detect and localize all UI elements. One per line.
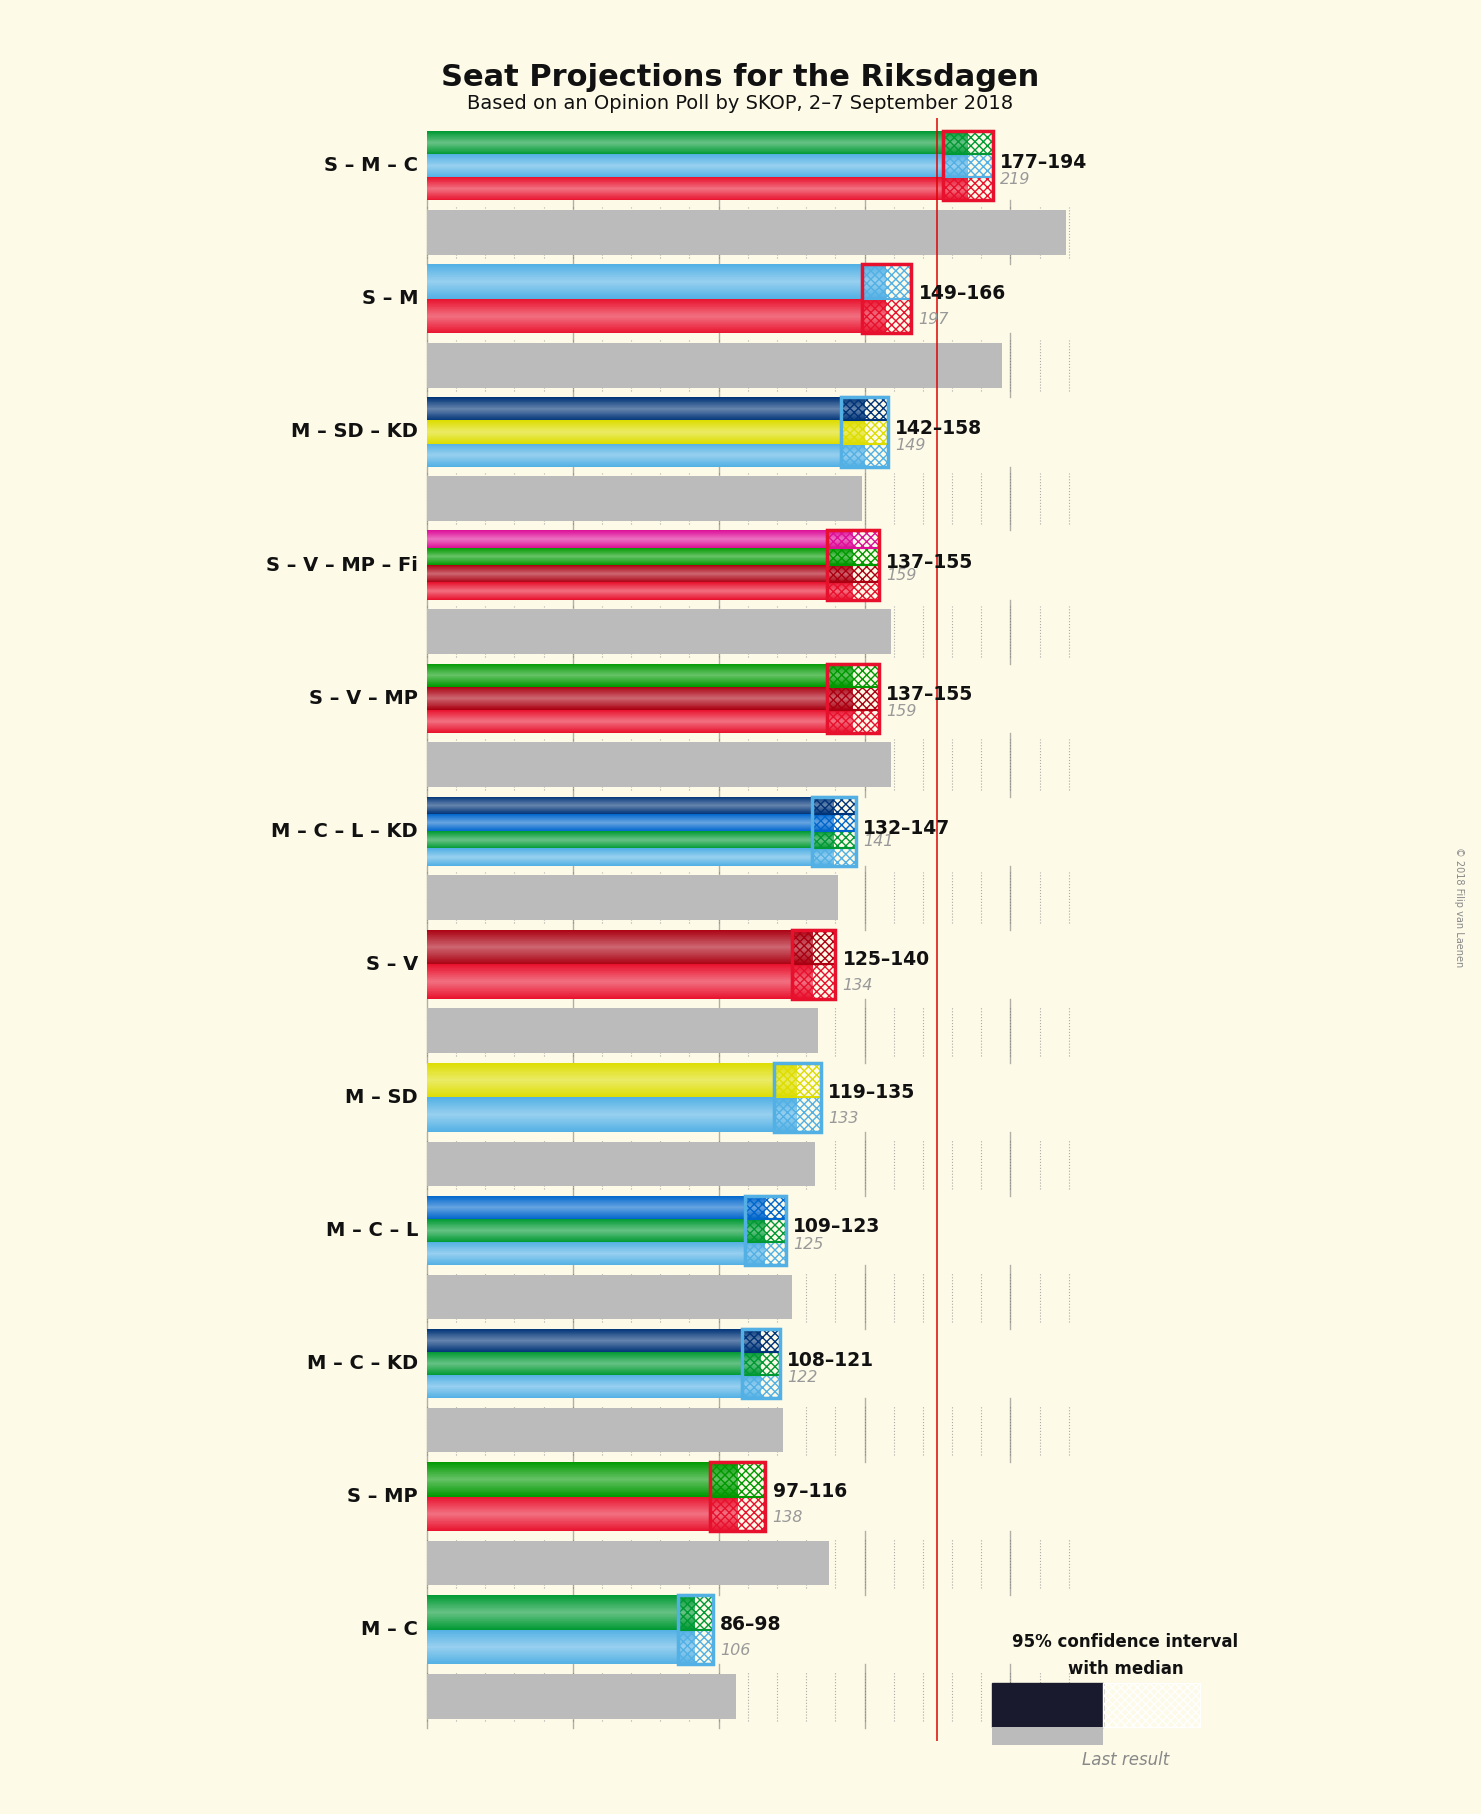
Bar	[709, 1462, 766, 1531]
Bar	[812, 796, 856, 814]
Bar	[678, 1595, 712, 1629]
Bar	[826, 530, 880, 600]
Bar	[826, 530, 880, 548]
Text: 125–140: 125–140	[843, 949, 930, 969]
Bar	[427, 1141, 815, 1186]
Text: 109–123: 109–123	[792, 1217, 880, 1237]
Text: 219: 219	[1000, 172, 1031, 187]
Bar	[826, 582, 880, 600]
Text: 197: 197	[918, 312, 949, 327]
Bar	[826, 548, 880, 564]
Text: 106: 106	[720, 1643, 751, 1658]
Text: 133: 133	[828, 1110, 859, 1126]
Text: 134: 134	[843, 978, 872, 992]
Text: 86–98: 86–98	[720, 1614, 782, 1634]
Bar	[427, 742, 890, 787]
Bar	[826, 664, 880, 733]
Text: Last result: Last result	[1083, 1751, 1169, 1769]
Bar	[678, 1595, 712, 1663]
Bar	[812, 796, 856, 865]
Text: 119–135: 119–135	[828, 1083, 915, 1101]
Bar	[427, 475, 862, 521]
Text: S – MP: S – MP	[348, 1487, 418, 1506]
Bar	[427, 876, 838, 920]
Bar	[745, 1195, 786, 1264]
Text: S – M: S – M	[361, 290, 418, 308]
Bar	[943, 131, 992, 200]
Bar	[791, 929, 835, 1000]
Bar	[826, 709, 880, 733]
Bar	[427, 610, 890, 653]
Text: S – V – MP: S – V – MP	[310, 689, 418, 707]
Text: 177–194: 177–194	[1000, 152, 1087, 172]
Bar	[841, 421, 887, 443]
Bar	[427, 210, 1066, 254]
Bar	[742, 1351, 780, 1375]
Bar	[775, 1097, 820, 1132]
Bar	[745, 1195, 786, 1219]
Text: M – SD: M – SD	[345, 1088, 418, 1107]
Bar	[427, 1540, 829, 1585]
Bar	[775, 1063, 820, 1097]
Bar	[943, 178, 992, 200]
Bar	[862, 265, 911, 334]
Bar	[427, 1275, 791, 1319]
Text: 125: 125	[792, 1237, 823, 1252]
Bar	[862, 265, 911, 299]
Bar	[841, 443, 887, 466]
Text: 132–147: 132–147	[863, 820, 951, 838]
Bar	[826, 564, 880, 582]
Text: 137–155: 137–155	[887, 553, 973, 571]
Bar	[775, 1063, 820, 1132]
Text: 138: 138	[773, 1509, 803, 1526]
Bar	[791, 965, 835, 1000]
Text: 159: 159	[887, 568, 917, 582]
Bar	[427, 343, 1001, 388]
Bar	[812, 814, 856, 831]
Text: 159: 159	[887, 704, 917, 720]
Text: 108–121: 108–121	[788, 1351, 874, 1370]
Bar	[709, 1462, 766, 1497]
Text: 149: 149	[895, 439, 926, 454]
Text: S – M – C: S – M – C	[324, 156, 418, 176]
Text: M – C – KD: M – C – KD	[307, 1353, 418, 1373]
Bar	[709, 1497, 766, 1531]
Bar	[678, 1629, 712, 1663]
Text: 141: 141	[863, 834, 893, 849]
Bar	[427, 1674, 736, 1718]
Bar	[745, 1243, 786, 1264]
Bar	[791, 929, 835, 965]
Text: 95% confidence interval: 95% confidence interval	[1013, 1633, 1238, 1651]
Text: M – C – L: M – C – L	[326, 1221, 418, 1241]
Bar	[841, 397, 887, 421]
Text: 122: 122	[788, 1370, 818, 1384]
Text: S – V – MP – Fi: S – V – MP – Fi	[267, 555, 418, 575]
Bar	[826, 664, 880, 686]
Bar	[862, 299, 911, 334]
Bar	[745, 1219, 786, 1243]
Text: M – C: M – C	[361, 1620, 418, 1640]
Text: M – C – L – KD: M – C – L – KD	[271, 822, 418, 840]
Text: © 2018 Filip van Laenen: © 2018 Filip van Laenen	[1454, 847, 1463, 967]
Text: S – V: S – V	[366, 954, 418, 974]
Text: Seat Projections for the Riksdagen: Seat Projections for the Riksdagen	[441, 63, 1040, 93]
Text: 142–158: 142–158	[895, 419, 982, 437]
Bar	[427, 1408, 783, 1453]
Bar	[742, 1375, 780, 1399]
Text: 149–166: 149–166	[918, 285, 1006, 303]
Bar	[812, 831, 856, 849]
Text: with median: with median	[1068, 1660, 1183, 1678]
Bar	[943, 131, 992, 154]
Bar	[742, 1330, 780, 1351]
Bar	[812, 849, 856, 865]
Bar	[841, 397, 887, 466]
Text: 97–116: 97–116	[773, 1482, 847, 1500]
Text: M – SD – KD: M – SD – KD	[292, 423, 418, 441]
Bar	[427, 1009, 818, 1054]
Text: 137–155: 137–155	[887, 686, 973, 704]
Bar	[826, 686, 880, 709]
Text: Based on an Opinion Poll by SKOP, 2–7 September 2018: Based on an Opinion Poll by SKOP, 2–7 Se…	[468, 94, 1013, 112]
Bar	[943, 154, 992, 178]
Bar	[742, 1330, 780, 1399]
